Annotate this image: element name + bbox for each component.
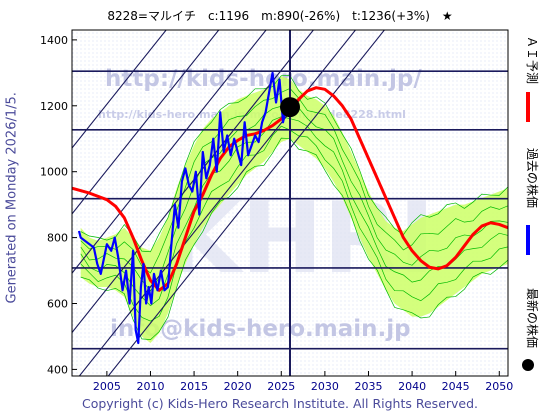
- band-line: [80, 87, 508, 274]
- past-price-line: [77, 71, 291, 345]
- x-tick-label: 2040: [398, 380, 426, 393]
- x-tick-label: 2005: [93, 380, 121, 393]
- x-tick-label: 2030: [311, 380, 339, 393]
- x-tick-label: 2020: [224, 380, 252, 393]
- y-tick-label: 1400: [40, 34, 68, 47]
- x-tick-label: 2045: [442, 380, 470, 393]
- x-tick-label: 2050: [485, 380, 513, 393]
- series-lines: [72, 71, 508, 345]
- y-tick-label: 800: [47, 232, 68, 245]
- x-tick-label: 2010: [136, 380, 164, 393]
- x-axis-ticks: 2005 2010 2015 2020 2025 2030 2035 2040 2045 2050: [93, 371, 513, 393]
- legend-label-latest: 最新の株価: [525, 288, 540, 348]
- channel-line: [72, 30, 267, 274]
- x-tick-label: 2035: [354, 380, 382, 393]
- generated-date-label: Generated on Monday 2026/1/5.: [4, 92, 20, 304]
- x-tick-label: 2025: [267, 380, 295, 393]
- ai-forecast-line: [72, 86, 508, 292]
- legend-swatch-latest: [522, 359, 534, 371]
- y-tick-label: 600: [47, 298, 68, 311]
- legend-label-past: 過去の株価: [525, 148, 540, 208]
- chart-title: 8228=マルイチ c:1196 m:890(-26%) t:1236(+3%)…: [107, 9, 452, 23]
- y-tick-label: 400: [47, 363, 68, 376]
- watermark-top: http://kids-hero.main.jp/: [105, 66, 422, 92]
- y-axis-ticks: 400 600 800 1000 1200 1400: [40, 34, 77, 376]
- band-line: [80, 125, 508, 322]
- band-area: [80, 76, 508, 344]
- band-line: [80, 137, 508, 341]
- y-tick-label: 1000: [40, 166, 68, 179]
- band-line: [80, 75, 508, 253]
- legend-label-ai: ＡＩ予測: [525, 36, 539, 84]
- channel-line: [72, 30, 167, 149]
- channel-line: [72, 30, 220, 215]
- copyright-footer: Copyright (c) Kids-Hero Research Institu…: [81, 396, 479, 411]
- latest-price-marker: [280, 97, 300, 118]
- plot-frame: [71, 29, 509, 377]
- legend: ＡＩ予測 過去の株価 最新の株価: [522, 36, 540, 371]
- x-tick-label: 2015: [180, 380, 208, 393]
- y-tick-label: 1200: [40, 100, 68, 113]
